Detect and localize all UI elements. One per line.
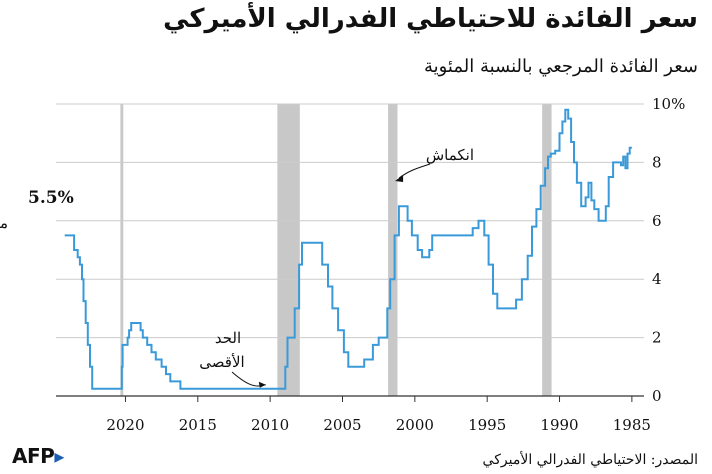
y-tick-label: 10% [652, 95, 685, 113]
x-tick-label: 2005 [323, 416, 361, 434]
y-tick-label: 8 [652, 153, 662, 171]
max-label-line1: الحد [215, 329, 241, 347]
recession-label: انكماش [426, 146, 474, 164]
current-value-label: 5.5% [28, 188, 74, 208]
x-tick-label: 1995 [468, 416, 506, 434]
x-axis: 1985 1990 1995 2000 2005 2010 2015 2020 [106, 396, 651, 434]
afp-logo-text: AFP [12, 444, 55, 468]
annotations: 5.5% مارس 2024 الحد الأقصى انكماش [0, 146, 474, 388]
x-tick-label: 1985 [613, 416, 651, 434]
chart-subtitle: سعر الفائدة المرجعي بالنسبة المئوية [423, 56, 698, 77]
chart-title: سعر الفائدة للاحتياطي الفدرالي الأميركي [163, 4, 698, 34]
x-tick-label: 1990 [540, 416, 578, 434]
max-label-line2: الأقصى [199, 353, 244, 371]
recession-arrow [398, 163, 431, 179]
current-date-label: مارس 2024 [0, 214, 8, 232]
x-tick-label: 2015 [179, 416, 217, 434]
max-arrow-head [258, 381, 266, 388]
series-layer [64, 108, 632, 390]
recession-arrow-head [395, 175, 404, 182]
afp-logo: AFP▸ [12, 444, 64, 468]
x-tick-label: 2010 [251, 416, 289, 434]
recession-band-3 [542, 104, 552, 396]
y-tick-label: 0 [652, 387, 662, 405]
recession-band-1 [277, 104, 300, 396]
gridlines [56, 103, 644, 397]
y-tick-label: 4 [652, 270, 662, 288]
source-note: المصدر: الاحتياطي الفدرالي الأميركي [482, 452, 698, 468]
x-tick-label: 2020 [106, 416, 144, 434]
y-tick-label: 2 [652, 329, 662, 347]
y-axis: 0 2 4 6 8 10% [652, 95, 685, 405]
x-tick-label: 2000 [396, 416, 434, 434]
y-tick-label: 6 [652, 212, 662, 230]
recession-bands [120, 104, 552, 396]
series-line-0 [64, 108, 632, 390]
recession-band-2 [388, 104, 398, 396]
recession-band-0 [120, 104, 124, 396]
logo-mark-icon: ▸ [54, 444, 64, 468]
